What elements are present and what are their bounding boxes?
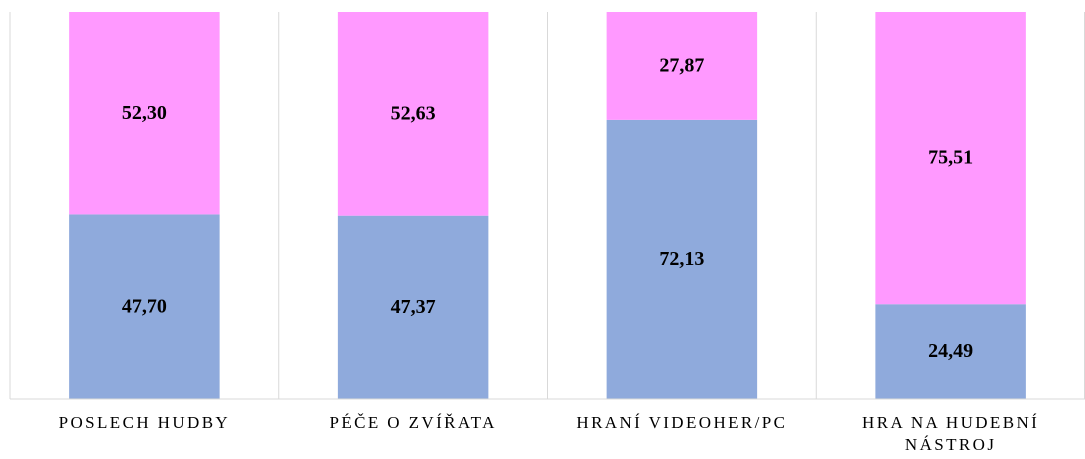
data-label: 52,63 xyxy=(391,102,436,124)
x-tick-label: HRANÍ VIDEOHER/PC xyxy=(576,413,788,432)
x-tick-label: HRA NA HUDEBNÍ NÁSTROJ xyxy=(862,413,1040,454)
data-label: 72,13 xyxy=(659,248,704,270)
bar-segment xyxy=(337,12,489,216)
x-tick-label: PÉČE O ZVÍŘATA xyxy=(329,413,497,432)
bar-segment xyxy=(337,215,489,399)
bar-segment xyxy=(606,119,758,399)
data-label: 47,37 xyxy=(391,296,436,318)
bar-segment xyxy=(69,214,220,399)
x-tick-label: POSLECH HUDBY xyxy=(58,413,231,432)
bar-segment xyxy=(875,304,1026,399)
data-label: 27,87 xyxy=(659,55,704,77)
bar-segment xyxy=(69,12,220,215)
bar-segment xyxy=(875,12,1026,305)
data-label: 75,51 xyxy=(928,147,973,169)
data-label: 24,49 xyxy=(928,340,973,362)
data-label: 47,70 xyxy=(122,295,167,317)
bar-segment xyxy=(606,12,758,120)
data-label: 52,30 xyxy=(122,102,167,124)
